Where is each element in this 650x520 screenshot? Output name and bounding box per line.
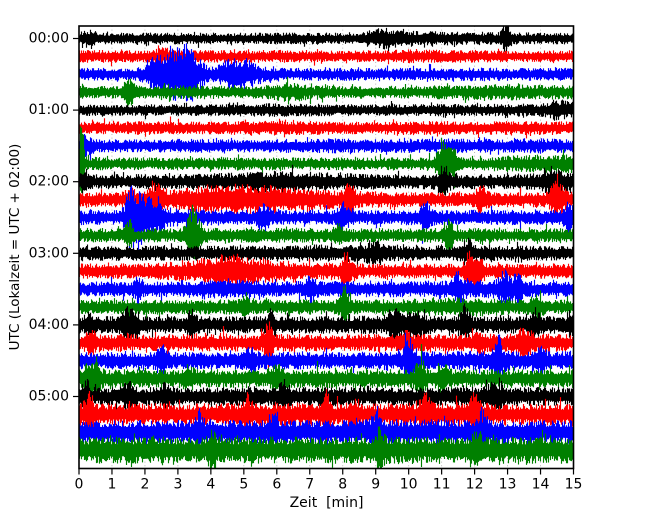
x-axis: 0 1 2 3 4 5 6 7 8 9 10 11 12 13 14 15 — [75, 468, 583, 493]
x-tick-label: 5 — [239, 477, 248, 493]
y-tick-label: 01:00 — [29, 102, 69, 118]
x-tick-label: 2 — [140, 477, 149, 493]
x-tick-label: 6 — [272, 477, 281, 493]
y-tick-label: 00:00 — [29, 31, 69, 47]
x-tick-label: 12 — [466, 477, 484, 493]
x-tick-label: 15 — [565, 477, 583, 493]
y-axis: 00:00 01:00 02:00 03:00 04:00 05:00 — [29, 31, 79, 405]
x-tick-label: 10 — [400, 477, 418, 493]
trace-0100-black — [79, 99, 574, 121]
traces — [79, 26, 574, 469]
x-tick-label: 13 — [499, 477, 517, 493]
trace-0115-red — [79, 116, 574, 139]
x-tick-label: 3 — [173, 477, 182, 493]
x-tick-label: 8 — [338, 477, 347, 493]
y-axis-title: UTC (Lokalzeit = UTC + 02:00) — [7, 143, 23, 351]
x-axis-title: Zeit [min] — [289, 495, 364, 511]
trace-0130-blue — [79, 134, 574, 162]
x-tick-label: 14 — [532, 477, 550, 493]
y-tick-label: 02:00 — [29, 174, 69, 190]
x-tick-label: 11 — [433, 477, 451, 493]
x-tick-label: 0 — [75, 477, 84, 493]
x-tick-label: 9 — [371, 477, 380, 493]
x-tick-label: 7 — [305, 477, 314, 493]
x-tick-label: 4 — [206, 477, 215, 493]
x-tick-label: 1 — [108, 477, 117, 493]
y-tick-label: 05:00 — [29, 389, 69, 405]
axis-frame — [78, 25, 575, 470]
y-tick-label: 04:00 — [29, 317, 69, 333]
y-tick-label: 03:00 — [29, 245, 69, 261]
